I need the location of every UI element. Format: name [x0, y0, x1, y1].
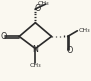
Text: CH₃: CH₃	[30, 63, 41, 68]
Text: CH₃: CH₃	[79, 28, 91, 33]
Text: CH₃: CH₃	[38, 1, 49, 6]
Text: O: O	[0, 32, 7, 41]
Text: O: O	[67, 46, 73, 55]
Text: N: N	[32, 44, 38, 54]
Text: O: O	[35, 4, 41, 13]
